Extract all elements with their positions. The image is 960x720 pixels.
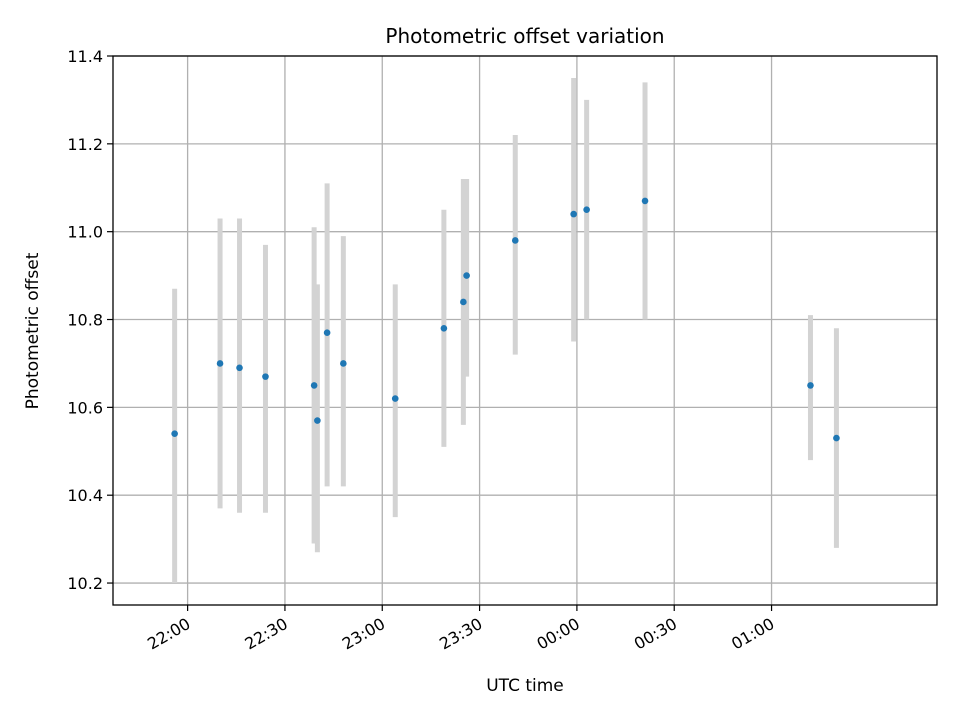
data-point — [641, 197, 649, 205]
data-point — [323, 329, 331, 336]
x-axis-title: UTC time — [486, 676, 564, 696]
errorbar-layer — [172, 77, 839, 584]
y-axis-title: Photometric offset — [23, 252, 43, 409]
point-layer — [171, 197, 840, 442]
plot-frame — [112, 55, 938, 606]
data-point — [391, 395, 399, 402]
data-point — [833, 434, 840, 442]
x-tick-label: 00:30 — [631, 614, 680, 654]
x-tick-label: 01:00 — [728, 614, 777, 654]
data-point — [511, 237, 519, 244]
y-tick-label: 10.6 — [67, 398, 103, 417]
grid-layer — [113, 55, 937, 605]
x-tick-label: 22:30 — [242, 614, 291, 654]
y-tick-label: 10.2 — [67, 574, 103, 593]
data-point — [262, 373, 269, 380]
data-point — [583, 206, 590, 214]
data-point — [570, 210, 577, 218]
data-point — [171, 430, 178, 438]
data-point — [340, 360, 347, 367]
y-tick-label: 11.2 — [67, 135, 103, 154]
y-tick-label: 10.8 — [67, 311, 103, 330]
data-point — [807, 382, 814, 389]
data-point — [314, 417, 321, 424]
data-point — [236, 364, 243, 372]
data-point — [460, 298, 467, 306]
x-axis-ticks: 22:00 22:30 23:00 23:30 00:00 00:30 01:00 — [144, 605, 778, 654]
data-point — [310, 382, 318, 389]
x-tick-label: 23:30 — [436, 614, 485, 654]
y-tick-label: 11.4 — [67, 47, 103, 66]
chart-title: Photometric offset variation — [385, 24, 664, 48]
y-axis-ticks: 10.2 10.4 10.6 10.8 11.0 11.2 11.4 — [67, 47, 113, 593]
x-tick-label: 00:00 — [533, 614, 582, 654]
y-tick-label: 11.0 — [67, 223, 103, 242]
data-point — [216, 360, 224, 367]
x-tick-label: 23:00 — [339, 614, 388, 654]
data-point — [440, 325, 448, 332]
x-tick-label: 22:00 — [144, 614, 193, 654]
data-point — [463, 272, 470, 279]
y-tick-label: 10.4 — [67, 486, 103, 505]
